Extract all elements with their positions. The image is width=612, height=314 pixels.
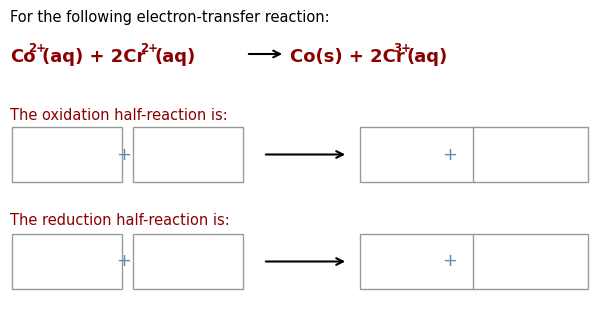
Bar: [12, 234, 122, 289]
Text: (aq): (aq): [407, 48, 448, 66]
Text: Co(s) + 2Cr: Co(s) + 2Cr: [290, 48, 405, 66]
Text: (aq) + 2Cr: (aq) + 2Cr: [42, 48, 146, 66]
Text: Co: Co: [10, 48, 35, 66]
Text: +: +: [442, 252, 458, 270]
Text: 2+: 2+: [28, 42, 46, 55]
Bar: [360, 234, 475, 289]
Text: 2+: 2+: [140, 42, 158, 55]
Bar: [473, 234, 588, 289]
Text: The reduction half-reaction is:: The reduction half-reaction is:: [10, 213, 230, 228]
Text: (aq): (aq): [155, 48, 196, 66]
Text: 3+: 3+: [393, 42, 411, 55]
Text: +: +: [116, 145, 132, 164]
Bar: [12, 127, 122, 182]
Text: +: +: [116, 252, 132, 270]
Bar: [473, 127, 588, 182]
Bar: [360, 127, 475, 182]
Bar: [133, 127, 243, 182]
Text: The oxidation half-reaction is:: The oxidation half-reaction is:: [10, 108, 228, 123]
Text: For the following electron-transfer reaction:: For the following electron-transfer reac…: [10, 10, 330, 25]
Text: +: +: [442, 145, 458, 164]
Bar: [133, 234, 243, 289]
